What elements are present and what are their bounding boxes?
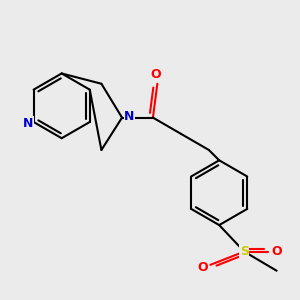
Text: O: O [198,261,208,274]
Text: O: O [151,68,161,81]
Text: N: N [124,110,135,123]
Text: N: N [23,117,34,130]
Text: O: O [271,245,282,258]
Text: S: S [240,245,249,258]
